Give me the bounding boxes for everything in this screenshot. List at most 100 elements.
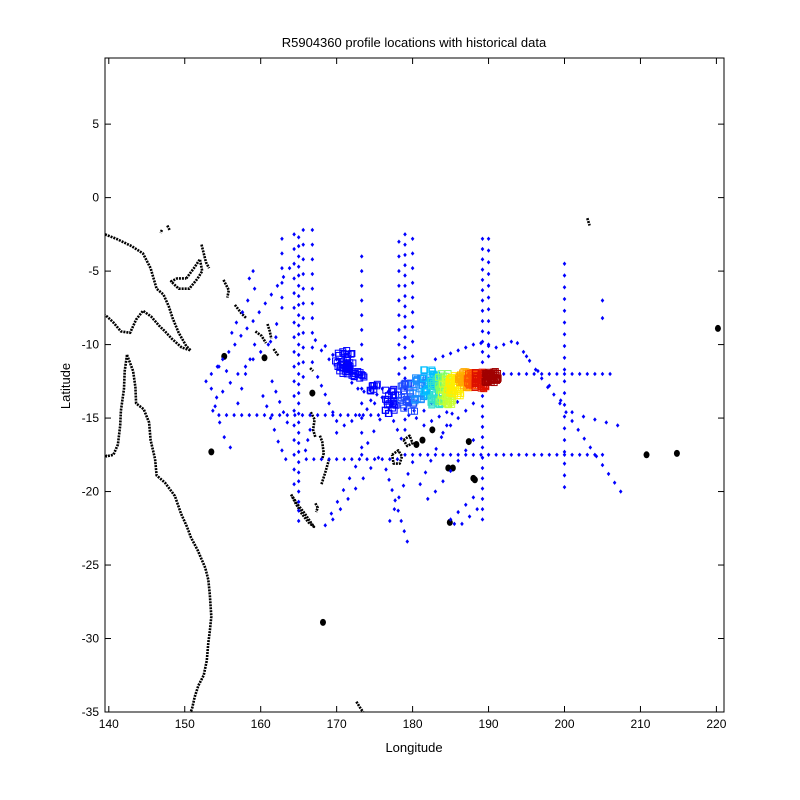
historical-point xyxy=(310,345,315,350)
historical-point xyxy=(439,434,444,440)
historical-point xyxy=(338,412,343,418)
historical-point xyxy=(357,412,362,418)
historical-point xyxy=(397,298,401,303)
historical-point xyxy=(517,452,521,458)
y-tick-label: -20 xyxy=(82,485,100,499)
historical-point xyxy=(480,434,485,440)
historical-point xyxy=(335,499,340,505)
historical-point xyxy=(390,487,394,493)
historical-point xyxy=(456,415,460,421)
profile-point xyxy=(444,386,452,394)
historical-point xyxy=(410,339,415,344)
historical-point xyxy=(397,268,401,274)
historical-point xyxy=(376,412,381,418)
historical-point xyxy=(315,412,320,418)
historical-point xyxy=(509,452,514,458)
historical-point xyxy=(570,371,574,377)
historical-point xyxy=(486,330,491,336)
historical-point xyxy=(486,236,491,241)
coastline-segment xyxy=(125,354,213,712)
historical-point xyxy=(422,408,426,413)
coastline-segment xyxy=(402,434,414,448)
historical-point xyxy=(310,301,315,306)
historical-point xyxy=(319,348,324,353)
profile-point xyxy=(349,368,357,376)
historical-point xyxy=(501,371,506,377)
historical-point xyxy=(292,423,296,428)
historical-point xyxy=(283,457,288,462)
historical-point xyxy=(403,417,407,422)
historical-point xyxy=(429,418,434,424)
historical-point xyxy=(456,509,460,515)
historical-point xyxy=(600,298,605,303)
x-tick-label: 170 xyxy=(327,717,347,731)
historical-point xyxy=(562,449,567,455)
historical-point xyxy=(359,445,364,450)
historical-point xyxy=(262,412,267,418)
historical-point xyxy=(296,361,301,366)
historical-point xyxy=(480,246,485,252)
historical-point xyxy=(310,286,315,291)
historical-point xyxy=(387,477,391,482)
historical-point xyxy=(410,459,415,465)
historical-point xyxy=(313,337,318,343)
historical-point xyxy=(305,437,310,443)
historical-point xyxy=(264,404,269,409)
island-marker xyxy=(319,618,326,626)
historical-point xyxy=(346,412,350,418)
historical-point xyxy=(372,401,377,406)
historical-point xyxy=(296,479,301,484)
historical-point xyxy=(403,283,407,288)
historical-point xyxy=(280,448,284,453)
historical-point xyxy=(296,264,301,269)
historical-point xyxy=(296,323,301,328)
historical-point xyxy=(280,280,284,286)
historical-point xyxy=(228,445,233,450)
historical-point xyxy=(361,412,366,418)
historical-point xyxy=(308,412,312,418)
historical-point xyxy=(376,455,381,460)
historical-point xyxy=(280,295,284,300)
profile-point xyxy=(471,384,479,392)
profile-point xyxy=(373,380,381,388)
historical-point xyxy=(403,252,407,258)
historical-point xyxy=(393,498,397,503)
profile-point xyxy=(433,375,441,383)
historical-point xyxy=(301,271,306,277)
historical-point xyxy=(346,496,350,502)
historical-point xyxy=(423,470,428,475)
historical-point xyxy=(296,390,301,396)
historical-point xyxy=(331,409,335,415)
historical-point xyxy=(236,401,240,406)
historical-point xyxy=(263,301,268,306)
historical-point xyxy=(331,517,335,522)
historical-point xyxy=(480,257,485,262)
coastline-segment xyxy=(222,279,231,298)
historical-point xyxy=(292,261,296,266)
historical-point xyxy=(480,236,485,241)
historical-point xyxy=(479,452,483,458)
historical-point xyxy=(480,308,485,313)
historical-point xyxy=(410,324,415,330)
historical-point xyxy=(582,436,587,441)
historical-point xyxy=(401,483,406,488)
historical-point xyxy=(539,452,544,458)
historical-point xyxy=(433,357,438,362)
historical-point xyxy=(310,271,315,277)
historical-point xyxy=(397,327,401,333)
historical-point xyxy=(292,246,296,252)
historical-point xyxy=(310,330,315,336)
historical-point xyxy=(353,412,358,418)
profile-point xyxy=(409,389,417,397)
historical-point xyxy=(486,283,491,288)
historical-point xyxy=(455,399,460,405)
historical-point xyxy=(403,335,407,340)
historical-point xyxy=(240,310,245,315)
historical-point xyxy=(248,357,252,362)
historical-point xyxy=(410,280,415,286)
historical-point xyxy=(310,227,315,233)
historical-point xyxy=(562,308,567,313)
historical-point xyxy=(204,379,208,384)
historical-point xyxy=(555,371,559,377)
historical-point xyxy=(300,412,305,418)
